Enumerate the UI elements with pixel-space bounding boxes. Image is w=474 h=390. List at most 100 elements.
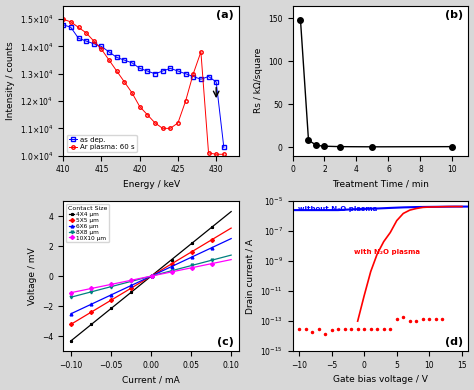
10X10 μm bbox=[98, 284, 104, 289]
Text: (d): (d) bbox=[445, 337, 463, 347]
with N₂O plasma bbox=[413, 206, 419, 211]
Y-axis label: Rs / kΩ/square: Rs / kΩ/square bbox=[254, 48, 263, 113]
8X8 μm bbox=[98, 287, 104, 292]
Line: as dep.: as dep. bbox=[62, 23, 226, 149]
with N₂O plasma bbox=[374, 252, 380, 256]
5X5 μm bbox=[68, 322, 74, 326]
X-axis label: Gate bias voltage / V: Gate bias voltage / V bbox=[333, 376, 428, 385]
Ar plasma: 60 s: (412, 1.47e+04): 60 s: (412, 1.47e+04) bbox=[76, 25, 82, 30]
4X4 μm bbox=[228, 209, 234, 214]
X-axis label: Treatment Time / min: Treatment Time / min bbox=[332, 180, 429, 189]
Y-axis label: Voltage / mV: Voltage / mV bbox=[27, 247, 36, 305]
as dep. bbox=[121, 58, 127, 62]
without N₂O plasma bbox=[335, 208, 341, 213]
8X8 μm bbox=[228, 253, 234, 257]
5X5 μm bbox=[78, 316, 84, 321]
without N₂O plasma bbox=[427, 204, 432, 209]
8X8 μm bbox=[111, 284, 117, 288]
Ar plasma: 60 s: (430, 1e+04): 60 s: (430, 1e+04) bbox=[213, 152, 219, 157]
without N₂O plasma bbox=[413, 205, 419, 209]
Text: (c): (c) bbox=[217, 337, 234, 347]
Text: (b): (b) bbox=[445, 10, 463, 20]
Ar plasma: 60 s: (422, 1.12e+04): 60 s: (422, 1.12e+04) bbox=[152, 121, 158, 125]
without N₂O plasma bbox=[439, 204, 445, 209]
as dep. bbox=[191, 74, 196, 79]
Ar plasma: 60 s: (429, 1.01e+04): 60 s: (429, 1.01e+04) bbox=[206, 151, 211, 155]
Ar plasma: 60 s: (413, 1.45e+04): 60 s: (413, 1.45e+04) bbox=[83, 30, 89, 35]
Ar plasma: 60 s: (417, 1.31e+04): 60 s: (417, 1.31e+04) bbox=[114, 69, 119, 73]
without N₂O plasma bbox=[465, 204, 471, 209]
without N₂O plasma bbox=[290, 208, 295, 213]
as dep. bbox=[99, 44, 104, 49]
as dep. bbox=[114, 55, 119, 60]
X-axis label: Energy / keV: Energy / keV bbox=[123, 180, 180, 189]
6X6 μm bbox=[215, 243, 220, 247]
with N₂O plasma bbox=[459, 204, 465, 209]
Text: with N₂O plasma: with N₂O plasma bbox=[354, 249, 420, 255]
10X10 μm bbox=[111, 282, 117, 286]
Line: 8X8 μm: 8X8 μm bbox=[70, 254, 233, 298]
Ar plasma: 60 s: (425, 1.12e+04): 60 s: (425, 1.12e+04) bbox=[175, 121, 181, 125]
as dep. bbox=[137, 66, 143, 71]
Ar plasma: 60 s: (428, 1.38e+04): 60 s: (428, 1.38e+04) bbox=[198, 50, 204, 54]
10X10 μm bbox=[220, 259, 226, 264]
without N₂O plasma bbox=[361, 207, 367, 211]
without N₂O plasma bbox=[309, 208, 315, 213]
6X6 μm bbox=[78, 307, 84, 312]
Line: 6X6 μm: 6X6 μm bbox=[70, 237, 233, 315]
10X10 μm bbox=[78, 288, 84, 293]
with N₂O plasma bbox=[355, 319, 361, 323]
Y-axis label: Intensity / counts: Intensity / counts bbox=[6, 41, 15, 120]
with N₂O plasma bbox=[368, 269, 374, 274]
5X5 μm bbox=[220, 230, 226, 235]
Ar plasma: 60 s: (421, 1.15e+04): 60 s: (421, 1.15e+04) bbox=[145, 112, 150, 117]
as dep. bbox=[106, 50, 112, 54]
with N₂O plasma bbox=[453, 204, 458, 209]
with N₂O plasma bbox=[420, 205, 426, 210]
with N₂O plasma bbox=[361, 293, 367, 298]
Line: 10X10 μm: 10X10 μm bbox=[70, 258, 233, 294]
as dep. bbox=[206, 74, 211, 79]
4X4 μm bbox=[215, 220, 220, 225]
4X4 μm bbox=[220, 216, 226, 220]
10X10 μm bbox=[215, 260, 220, 265]
5X5 μm bbox=[75, 318, 81, 323]
5X5 μm bbox=[111, 296, 117, 301]
as dep. bbox=[221, 145, 227, 150]
with N₂O plasma bbox=[387, 230, 393, 235]
as dep. bbox=[83, 39, 89, 43]
Line: without N₂O plasma: without N₂O plasma bbox=[292, 207, 468, 210]
Ar plasma: 60 s: (414, 1.42e+04): 60 s: (414, 1.42e+04) bbox=[91, 39, 97, 43]
5X5 μm bbox=[215, 234, 220, 239]
Ar plasma: 60 s: (418, 1.27e+04): 60 s: (418, 1.27e+04) bbox=[121, 80, 127, 84]
4X4 μm bbox=[78, 331, 84, 335]
5X5 μm bbox=[228, 226, 234, 230]
as dep. bbox=[68, 25, 73, 30]
as dep. bbox=[167, 66, 173, 71]
6X6 μm bbox=[98, 297, 104, 302]
with N₂O plasma bbox=[394, 218, 400, 223]
Ar plasma: 60 s: (416, 1.35e+04): 60 s: (416, 1.35e+04) bbox=[106, 58, 112, 62]
Line: Ar plasma: 60 s: Ar plasma: 60 s bbox=[62, 18, 226, 156]
4X4 μm bbox=[75, 333, 81, 338]
without N₂O plasma bbox=[348, 207, 354, 212]
Ar plasma: 60 s: (410, 1.5e+04): 60 s: (410, 1.5e+04) bbox=[60, 17, 66, 21]
Line: 4X4 μm: 4X4 μm bbox=[70, 210, 233, 342]
Ar plasma: 60 s: (431, 1e+04): 60 s: (431, 1e+04) bbox=[221, 152, 227, 157]
with N₂O plasma bbox=[381, 239, 387, 244]
as dep. bbox=[213, 80, 219, 84]
without N₂O plasma bbox=[296, 208, 302, 213]
10X10 μm bbox=[228, 257, 234, 262]
Text: (a): (a) bbox=[216, 10, 234, 20]
8X8 μm bbox=[78, 292, 84, 297]
as dep. bbox=[76, 36, 82, 41]
8X8 μm bbox=[75, 293, 81, 298]
6X6 μm bbox=[220, 240, 226, 245]
without N₂O plasma bbox=[453, 204, 458, 209]
without N₂O plasma bbox=[374, 206, 380, 211]
without N₂O plasma bbox=[387, 206, 393, 210]
as dep. bbox=[198, 77, 204, 82]
6X6 μm bbox=[228, 236, 234, 241]
Ar plasma: 60 s: (420, 1.18e+04): 60 s: (420, 1.18e+04) bbox=[137, 104, 143, 109]
Ar plasma: 60 s: (419, 1.23e+04): 60 s: (419, 1.23e+04) bbox=[129, 90, 135, 95]
